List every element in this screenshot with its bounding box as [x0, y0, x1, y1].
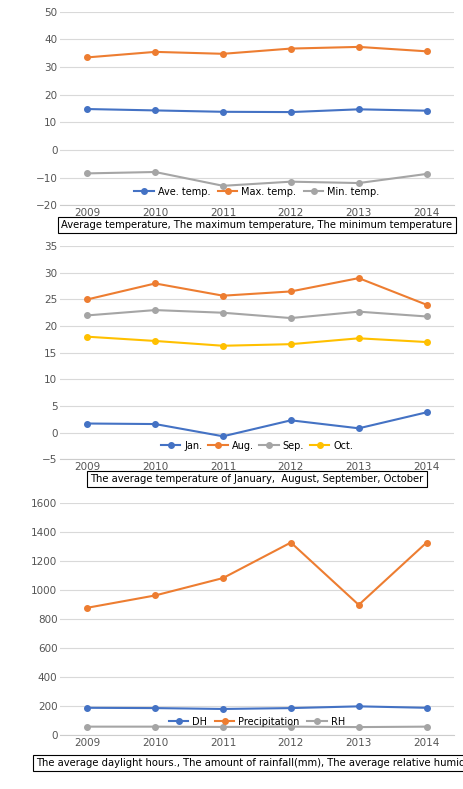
Legend: DH, Precipitation, RH: DH, Precipitation, RH: [165, 713, 349, 731]
Legend: Jan., Aug., Sep., Oct.: Jan., Aug., Sep., Oct.: [157, 437, 357, 454]
Text: The average temperature of January,  August, September, October: The average temperature of January, Augu…: [90, 474, 424, 484]
Text: The average daylight hours., The amount of rainfall(mm), The average relative hu: The average daylight hours., The amount …: [36, 758, 463, 768]
Legend: Ave. temp., Max. temp., Min. temp.: Ave. temp., Max. temp., Min. temp.: [131, 183, 383, 200]
Text: Average temperature, The maximum temperature, The minimum temperature: Average temperature, The maximum tempera…: [62, 220, 452, 230]
